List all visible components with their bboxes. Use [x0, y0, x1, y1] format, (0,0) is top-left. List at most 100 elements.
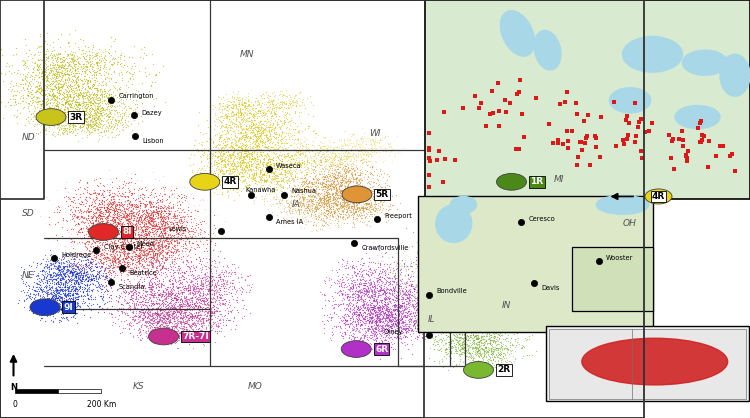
Point: [384, 140, 396, 146]
Point: [492, 265, 504, 271]
Point: [71, 301, 83, 308]
Point: [347, 199, 359, 206]
Point: [546, 110, 558, 117]
Point: [255, 132, 267, 139]
Point: [65, 268, 77, 274]
Point: [303, 184, 315, 191]
Point: [166, 259, 178, 265]
Point: [263, 133, 275, 140]
Point: [386, 145, 398, 152]
Point: [414, 314, 426, 321]
Point: [565, 230, 577, 237]
Point: [247, 143, 259, 149]
Point: [330, 202, 342, 209]
Point: [146, 240, 158, 247]
Point: [154, 223, 166, 229]
Point: [266, 98, 278, 104]
Point: [66, 83, 78, 90]
Point: [92, 127, 104, 134]
Point: [542, 291, 554, 297]
Point: [51, 55, 63, 62]
Point: [62, 117, 74, 123]
Point: [51, 303, 63, 310]
Point: [483, 138, 495, 145]
Point: [318, 191, 330, 197]
Point: [276, 129, 288, 136]
Point: [538, 224, 550, 230]
Point: [572, 233, 584, 240]
Point: [490, 250, 502, 257]
Point: [495, 359, 507, 365]
Point: [246, 156, 258, 163]
Point: [551, 237, 563, 244]
Point: [593, 261, 605, 268]
Point: [267, 164, 279, 171]
Point: [314, 226, 326, 232]
Point: [145, 217, 157, 224]
Point: [144, 306, 156, 312]
Point: [224, 163, 236, 170]
Point: [503, 313, 515, 319]
Point: [301, 185, 313, 192]
Point: [628, 133, 640, 140]
Point: [496, 303, 508, 310]
Point: [383, 194, 395, 201]
Point: [455, 330, 467, 337]
Point: [470, 246, 482, 253]
Point: [584, 312, 596, 319]
Point: [106, 61, 118, 67]
Point: [112, 215, 124, 222]
Point: [515, 265, 527, 272]
Point: [134, 336, 146, 343]
Point: [484, 265, 496, 272]
Point: [451, 205, 463, 212]
Point: [94, 242, 106, 248]
Point: [372, 277, 384, 284]
Point: [69, 315, 81, 322]
Point: [201, 309, 213, 316]
Point: [155, 213, 167, 219]
Point: [474, 195, 486, 202]
Point: [354, 197, 366, 204]
Point: [158, 297, 170, 303]
Point: [270, 101, 282, 108]
Point: [500, 201, 512, 208]
Point: [356, 319, 368, 326]
Point: [136, 249, 148, 255]
Point: [176, 324, 188, 331]
Point: [464, 296, 476, 303]
Point: [332, 206, 344, 213]
Point: [105, 238, 117, 245]
Point: [509, 281, 521, 288]
Point: [106, 75, 118, 82]
Point: [370, 317, 382, 324]
Point: [470, 305, 482, 312]
Point: [254, 163, 266, 170]
Point: [545, 256, 557, 263]
Point: [574, 135, 586, 142]
Point: [484, 240, 496, 246]
Point: [244, 149, 256, 156]
Point: [216, 190, 228, 197]
Point: [526, 263, 538, 269]
Point: [274, 199, 286, 205]
Point: [547, 217, 559, 224]
Point: [523, 222, 535, 229]
Point: [455, 306, 467, 312]
Point: [544, 264, 556, 270]
Point: [545, 234, 557, 241]
Point: [236, 173, 248, 180]
Point: [459, 188, 471, 194]
Point: [50, 294, 62, 301]
Point: [350, 208, 362, 215]
Point: [357, 199, 369, 205]
Point: [568, 153, 580, 160]
Point: [237, 161, 249, 168]
Point: [246, 144, 258, 150]
Point: [462, 202, 474, 209]
Point: [153, 302, 165, 309]
Point: [284, 136, 296, 143]
Point: [309, 172, 321, 179]
Point: [352, 185, 364, 192]
Point: [254, 134, 266, 141]
